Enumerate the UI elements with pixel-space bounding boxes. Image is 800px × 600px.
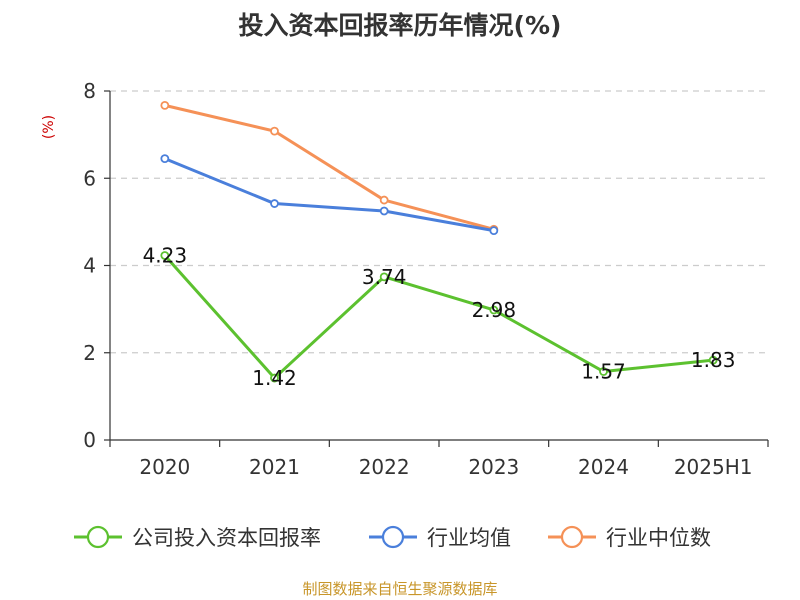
data-point — [489, 305, 499, 315]
data-point — [160, 100, 170, 110]
data-point — [270, 373, 279, 383]
data-label: 1.83 — [691, 348, 736, 372]
y-axis-unit-label: (%) — [41, 115, 57, 139]
data-point — [160, 251, 170, 260]
legend-label: 行业中位数 — [606, 526, 711, 550]
x-tick-label: 2021 — [249, 455, 300, 479]
series-line — [164, 157, 495, 233]
data-point — [270, 126, 279, 136]
series-line — [164, 103, 495, 231]
data-point — [599, 367, 608, 376]
legend-label: 行业均值 — [427, 526, 511, 550]
data-label: 1.57 — [581, 360, 626, 384]
x-tick-label: 2025H1 — [674, 455, 753, 479]
x-tick-label: 2023 — [468, 455, 519, 479]
x-tick-label: 2022 — [359, 455, 410, 479]
data-point — [379, 206, 389, 216]
y-tick-label: 8 — [83, 79, 96, 103]
legend: 公司投入资本回报率 行业均值 行业中位数 — [74, 525, 711, 550]
legend-marker — [86, 525, 110, 549]
data-label: 3.74 — [362, 265, 407, 289]
y-tick-label: 6 — [83, 166, 96, 190]
x-tick-label: 2024 — [578, 455, 629, 479]
series-lines — [160, 100, 718, 383]
legend-marker — [381, 525, 405, 549]
x-tick-label: 2020 — [139, 455, 190, 479]
data-labels: 4.23 1.42 3.74 2.98 1.57 1.83 — [143, 243, 736, 390]
data-point — [379, 195, 389, 205]
data-point — [489, 226, 499, 236]
data-point — [379, 272, 389, 282]
data-label: 4.23 — [143, 243, 188, 267]
y-tick-label: 0 — [83, 428, 96, 452]
y-tick-label: 4 — [83, 254, 96, 278]
series-line — [163, 254, 714, 380]
legend-marker — [560, 525, 584, 549]
data-label: 2.98 — [472, 298, 517, 322]
axes: 0 2 4 6 8 2020 2021 2022 2023 2024 2025H1 — [83, 79, 769, 479]
data-label: 1.42 — [252, 366, 297, 390]
chart-title: 投入资本回报率历年情况(%) — [239, 11, 562, 40]
data-point — [270, 199, 279, 208]
source-note: 制图数据来自恒生聚源数据库 — [302, 580, 497, 598]
legend-label: 公司投入资本回报率 — [132, 526, 321, 550]
y-tick-label: 2 — [83, 341, 96, 365]
data-point — [160, 154, 170, 164]
data-point — [708, 355, 718, 365]
